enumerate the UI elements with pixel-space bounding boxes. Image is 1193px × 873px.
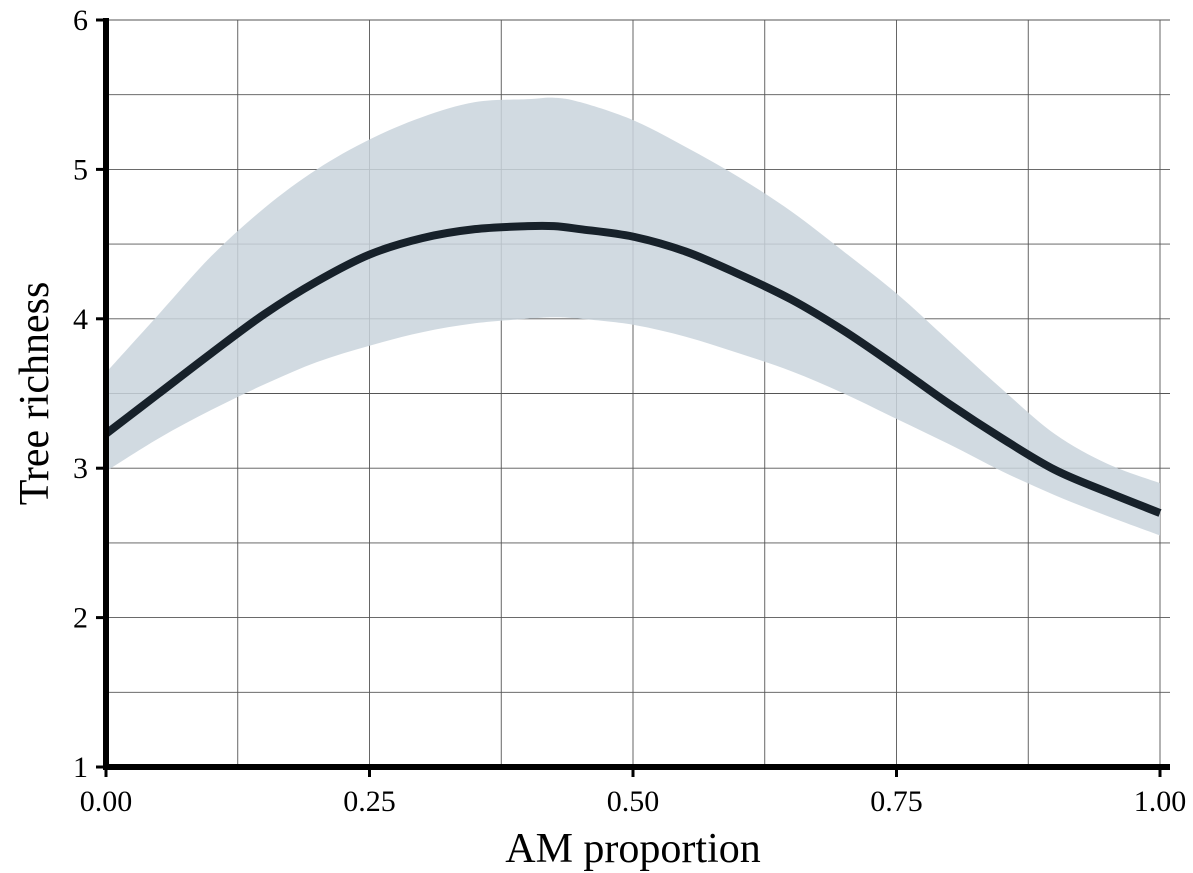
x-tick-label: 0.50 xyxy=(607,785,660,818)
x-tick-label: 0.75 xyxy=(870,785,923,818)
confidence-band xyxy=(106,97,1160,536)
x-tick-label: 0.25 xyxy=(343,785,396,818)
y-tick-label: 1 xyxy=(73,751,88,784)
x-tick-label: 0.00 xyxy=(80,785,133,818)
fitted-line xyxy=(103,221,1162,517)
y-tick-label: 6 xyxy=(73,4,88,37)
y-tick-label: 4 xyxy=(73,303,88,336)
axes xyxy=(103,18,1170,770)
y-tick-label: 3 xyxy=(73,452,88,485)
x-tick-label: 1.00 xyxy=(1134,785,1187,818)
tick-labels: 0.00 0.25 0.50 0.75 1.00 1 2 3 4 5 6 xyxy=(73,4,1186,818)
x-axis-title: AM proportion xyxy=(505,826,761,872)
y-tick-label: 2 xyxy=(73,602,88,635)
y-tick-label: 5 xyxy=(73,153,88,186)
y-axis-title: Tree richness xyxy=(12,282,58,506)
